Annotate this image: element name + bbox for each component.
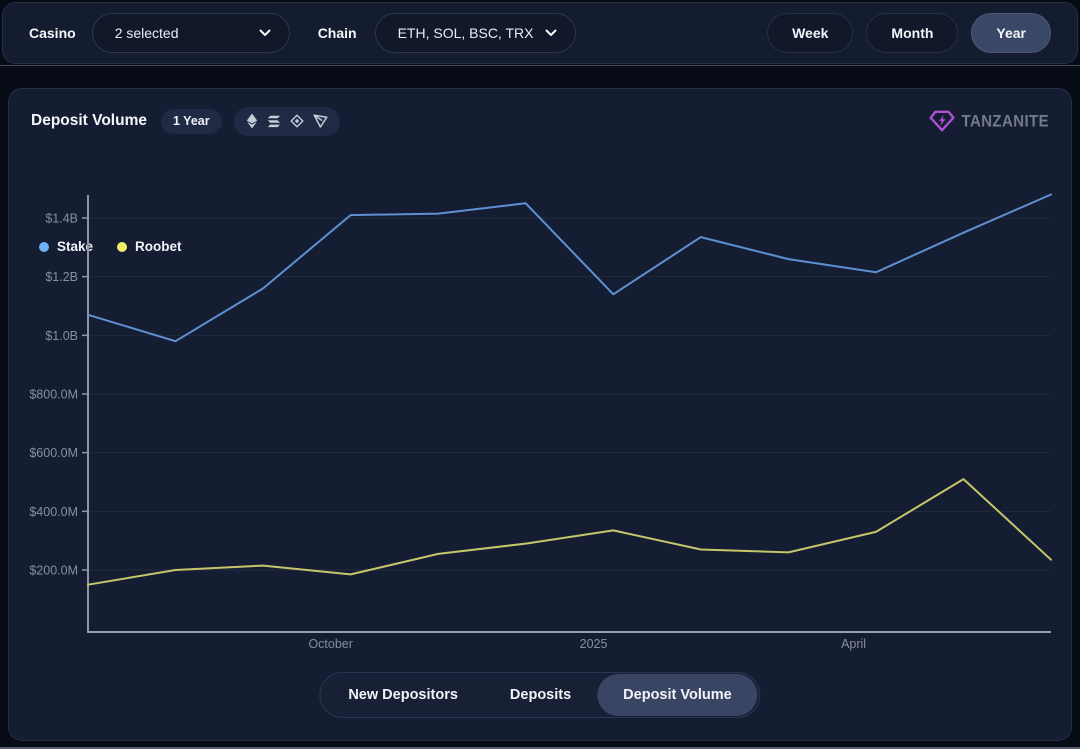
deposit-volume-chart-svg: $1.4B $1.2B $1.0B $800.0M $600.0M $400.0M $200… <box>29 193 1052 651</box>
svg-text:$1.4B: $1.4B <box>45 212 78 226</box>
solana-icon <box>267 115 280 127</box>
chain-icons-badge <box>233 106 340 136</box>
stake-legend-label: Stake <box>57 239 94 254</box>
svg-text:$800.0M: $800.0M <box>29 388 78 402</box>
brand-name: TANZANITE <box>961 111 1049 131</box>
stake-legend-dot <box>39 241 49 252</box>
tron-icon <box>313 114 328 128</box>
roobet-legend-label: Roobet <box>135 239 182 254</box>
line-chart: $1.4B $1.2B $1.0B $800.0M $600.0M $400.0M $200… <box>9 189 1073 659</box>
chain-dropdown-value: ETH, SOL, BSC, TRX <box>397 25 534 41</box>
tab-deposit-volume[interactable]: Deposit Volume <box>597 674 758 716</box>
year-button[interactable]: Year <box>971 13 1051 53</box>
chevron-down-icon <box>259 29 271 36</box>
chevron-down-icon <box>545 29 557 36</box>
deposit-volume-card: Deposit Volume 1 Year <box>8 88 1072 741</box>
svg-text:$200.0M: $200.0M <box>29 564 78 578</box>
tanzanite-logo: TANZANITE <box>928 110 1049 132</box>
tanzanite-gem-icon <box>928 110 955 132</box>
svg-text:October: October <box>308 637 352 651</box>
range-toggle-group: Week Month Year <box>767 13 1051 53</box>
legend-item-roobet[interactable]: Roobet <box>117 239 182 254</box>
legend-item-stake[interactable]: Stake <box>39 239 93 254</box>
filter-bar: Casino 2 selected Chain ETH, SOL, BSC, T… <box>2 2 1078 64</box>
card-header: Deposit Volume 1 Year <box>31 106 1049 136</box>
chart-legend: Stake Roobet <box>39 239 182 254</box>
svg-text:$600.0M: $600.0M <box>29 446 78 460</box>
chain-dropdown[interactable]: ETH, SOL, BSC, TRX <box>374 13 577 53</box>
svg-text:$1.0B: $1.0B <box>45 329 78 343</box>
svg-text:$400.0M: $400.0M <box>29 505 78 519</box>
svg-text:April: April <box>841 637 866 651</box>
tab-new-depositors[interactable]: New Depositors <box>348 687 458 703</box>
chart-title: Deposit Volume <box>31 112 147 129</box>
chain-label: Chain <box>317 25 357 41</box>
roobet-legend-dot <box>117 241 128 252</box>
svg-text:2025: 2025 <box>580 637 608 651</box>
casino-dropdown-value: 2 selected <box>114 25 179 41</box>
period-badge: 1 Year <box>160 108 222 134</box>
casino-label: Casino <box>29 25 76 41</box>
bsc-icon <box>290 114 304 128</box>
metric-tabbar: New Depositors Deposits Deposit Volume <box>319 672 761 718</box>
tab-deposits[interactable]: Deposits <box>509 687 572 703</box>
month-button[interactable]: Month <box>866 13 959 53</box>
svg-text:$1.2B: $1.2B <box>45 270 78 284</box>
topbar-divider <box>0 65 1080 66</box>
week-button[interactable]: Week <box>767 13 854 53</box>
window-bottom-edge <box>0 747 1080 749</box>
casino-dropdown[interactable]: 2 selected <box>91 13 290 53</box>
ethereum-icon <box>246 113 257 129</box>
